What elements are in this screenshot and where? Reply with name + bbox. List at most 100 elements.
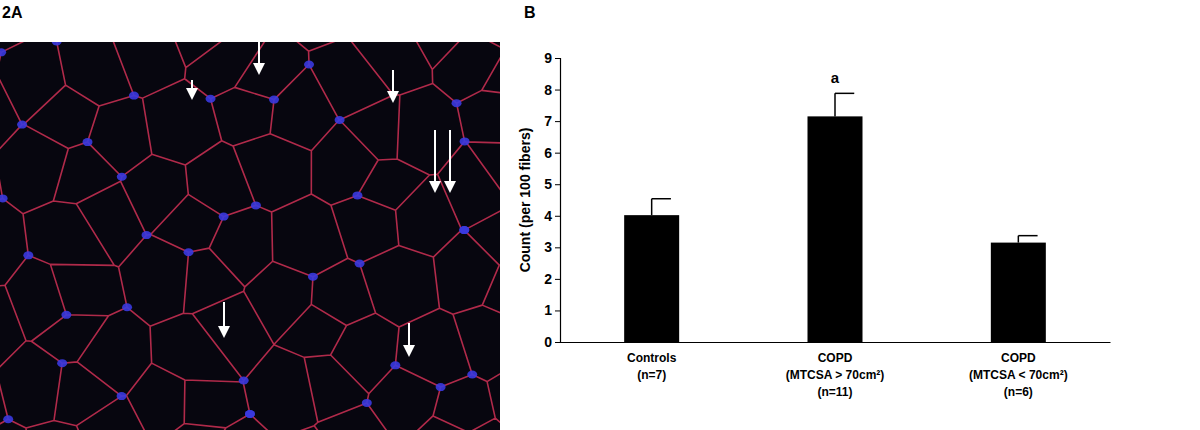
y-tick: 1 bbox=[544, 302, 560, 318]
nucleus bbox=[304, 61, 314, 69]
x-axis: Controls (n=7) COPD(MTCSA > 70cm²)(n=11) CO… bbox=[561, 342, 1111, 399]
x-tick: COPD (MTCSA < 70cm²) (n=6) bbox=[969, 342, 1068, 399]
error-bar bbox=[835, 93, 854, 116]
nuclei bbox=[0, 42, 500, 430]
nucleus bbox=[122, 303, 132, 311]
error-bar-stem bbox=[651, 199, 653, 215]
y-axis-line bbox=[555, 59, 561, 343]
nucleus bbox=[459, 226, 469, 234]
figure: 2ABa0123456789Count (per 100 fibers)Cont… bbox=[0, 0, 1200, 430]
arrow bbox=[186, 80, 198, 100]
nucleus bbox=[17, 121, 27, 129]
y-tick: 5 bbox=[544, 176, 560, 192]
x-tick: COPD(MTCSA > 70cm²)(n=11) bbox=[786, 342, 885, 399]
nucleus bbox=[459, 226, 469, 234]
x-tick-label-line: (n=11) bbox=[817, 385, 852, 399]
nucleus bbox=[83, 138, 93, 146]
y-tick-mark bbox=[555, 279, 560, 280]
error-bar-cap bbox=[1018, 235, 1037, 237]
bar bbox=[624, 215, 679, 342]
y-tick-label: 6 bbox=[544, 145, 552, 161]
error-bar bbox=[1018, 236, 1037, 243]
nucleus bbox=[362, 399, 372, 407]
y-tick-label: 0 bbox=[544, 334, 552, 350]
y-tick-label: 3 bbox=[544, 239, 552, 255]
y-tick-mark bbox=[555, 121, 560, 122]
y-tick: 7 bbox=[544, 113, 560, 129]
y-tick-mark bbox=[555, 90, 560, 91]
nucleus bbox=[251, 201, 261, 209]
nucleus bbox=[61, 311, 71, 319]
error-bar-stem bbox=[1018, 236, 1020, 243]
arrow-head bbox=[387, 91, 399, 103]
y-tick: 8 bbox=[544, 82, 560, 98]
arrow-shaft bbox=[434, 130, 436, 187]
panel-label: B bbox=[524, 4, 536, 21]
x-tick-label-line: (n=6) bbox=[1004, 385, 1033, 399]
y-tick-mark bbox=[555, 216, 560, 217]
arrow-head bbox=[429, 181, 441, 193]
x-tick-label: COPD (MTCSA < 70cm²) (n=6) bbox=[969, 351, 1068, 399]
nucleus bbox=[184, 248, 194, 256]
y-tick: 3 bbox=[544, 239, 560, 255]
arrow bbox=[387, 70, 399, 103]
y-tick-label: 8 bbox=[544, 82, 552, 98]
nucleus bbox=[219, 213, 229, 221]
x-tick-label-line: (MTCSA < 70cm²) bbox=[969, 368, 1068, 382]
nucleus bbox=[335, 116, 345, 124]
nucleus bbox=[23, 251, 33, 259]
y-tick: 6 bbox=[544, 145, 560, 161]
y-tick-mark bbox=[555, 247, 560, 248]
nucleus bbox=[117, 392, 127, 400]
x-tick-label-line: COPD bbox=[1001, 351, 1036, 365]
arrow-head bbox=[186, 88, 198, 100]
arrow-head bbox=[218, 326, 230, 338]
y-tick: 4 bbox=[544, 208, 560, 224]
bar bbox=[808, 116, 863, 342]
bar bbox=[991, 243, 1046, 342]
error-bar-cap bbox=[652, 198, 671, 200]
arrow bbox=[444, 130, 456, 193]
y-axis-title: Count (per 100 fibers) bbox=[517, 128, 533, 273]
y-tick: 0 bbox=[544, 334, 560, 350]
nucleus bbox=[245, 410, 255, 418]
y-tick-mark bbox=[555, 342, 560, 343]
y-tick-label: 7 bbox=[544, 113, 552, 129]
nucleus bbox=[308, 273, 318, 281]
significance-label: a bbox=[831, 69, 840, 86]
nucleus bbox=[0, 48, 6, 56]
y-tick-mark bbox=[555, 153, 560, 154]
nucleus bbox=[390, 361, 400, 369]
x-tick-label-line: Controls bbox=[627, 351, 677, 365]
y-tick-label: 4 bbox=[544, 208, 552, 224]
x-tick-label-line: (n=7) bbox=[637, 368, 666, 382]
bar-chart: a0123456789Count (per 100 fibers)Control… bbox=[517, 50, 1111, 399]
arrow-head bbox=[403, 345, 415, 357]
nucleus bbox=[52, 42, 62, 45]
nucleus bbox=[452, 99, 462, 107]
x-tick: Controls (n=7) bbox=[627, 342, 677, 382]
panel-label: 2A bbox=[2, 4, 23, 21]
nucleus bbox=[3, 415, 13, 423]
y-tick-mark bbox=[555, 58, 560, 59]
nucleus bbox=[269, 96, 279, 104]
nucleus bbox=[467, 370, 477, 378]
nucleus bbox=[436, 383, 446, 391]
error-bar-stem bbox=[834, 93, 836, 116]
arrow bbox=[403, 323, 415, 357]
error-bar-cap bbox=[835, 93, 854, 95]
micrograph bbox=[0, 0, 540, 430]
x-axis-line bbox=[561, 342, 1111, 343]
arrow-head bbox=[253, 63, 265, 75]
nucleus bbox=[57, 359, 67, 367]
micrograph-background bbox=[0, 42, 500, 430]
nucleus bbox=[117, 173, 127, 181]
arrow bbox=[253, 42, 265, 75]
arrow bbox=[218, 302, 230, 338]
y-tick-mark bbox=[555, 310, 560, 311]
y-tick-label: 9 bbox=[544, 50, 552, 66]
y-tick-label: 1 bbox=[544, 302, 552, 318]
arrow bbox=[429, 130, 441, 193]
x-tick-label: COPD(MTCSA > 70cm²)(n=11) bbox=[786, 351, 885, 399]
nucleus bbox=[129, 92, 139, 100]
